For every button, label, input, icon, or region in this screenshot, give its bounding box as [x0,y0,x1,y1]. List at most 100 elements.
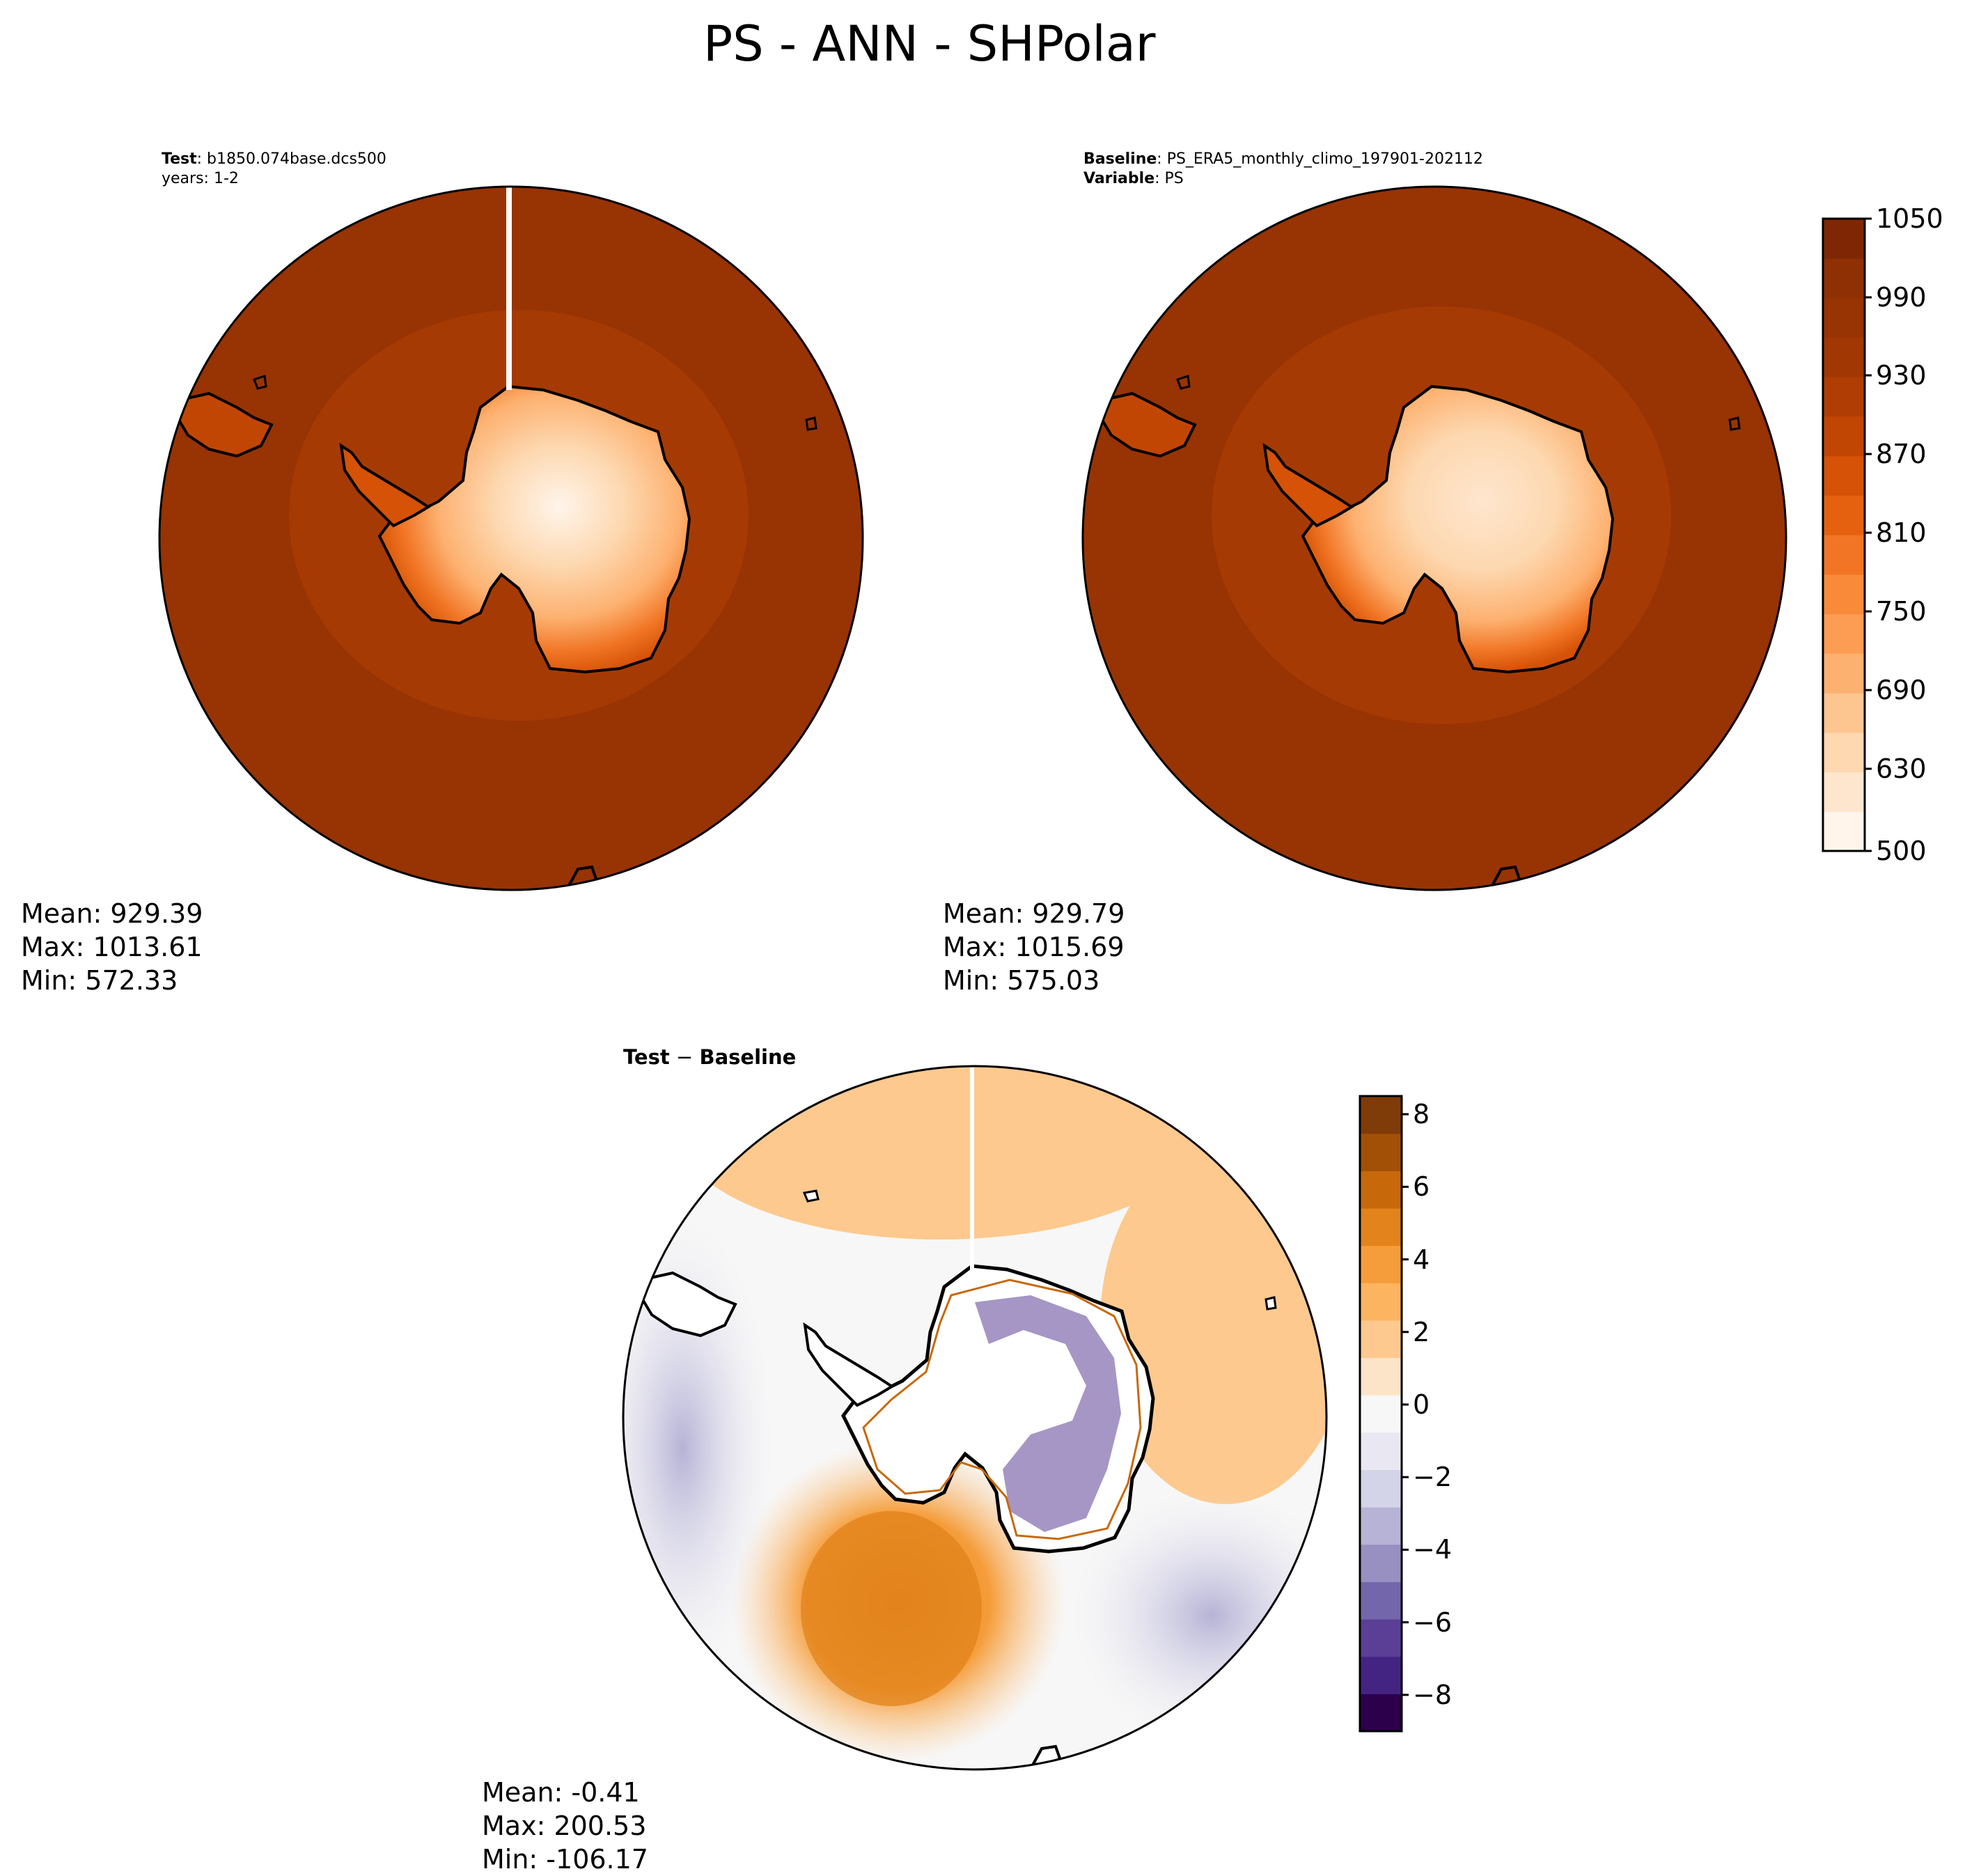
variable-label-key: Variable [1083,170,1155,187]
map-boundary [622,1065,1328,1771]
island-east [805,416,817,431]
map-boundary [1081,185,1787,891]
interior-contour [862,1279,1142,1540]
colorbar-tick-label: 630 [1876,753,1927,784]
colorbar-tick-label: −8 [1413,1679,1453,1710]
baseline-max: Max: 1015.69 [943,932,1125,962]
colorbar-segment [1360,1619,1402,1657]
colorbar-segment [1360,1357,1402,1396]
colorbar-tick-label: 6 [1413,1171,1430,1203]
island-east [1728,416,1741,431]
colorbar-segment [1823,455,1865,496]
baseline-min: Min: 575.03 [943,965,1100,996]
baseline-stats: Mean: 929.79 Max: 1015.69 Min: 575.03 [943,863,1125,997]
seam-line [506,187,512,390]
colorbar-tick-label: 500 [1876,836,1927,866]
colorbar-segment [1360,1096,1402,1134]
colorbar-segment [1360,1171,1402,1209]
negative-anomaly-interior [975,1295,1121,1532]
colorbar-segment [1360,1207,1402,1246]
difference-title-test: Test [623,1045,670,1069]
falkland-island [1176,375,1191,390]
difference-title-sep: − [669,1045,700,1069]
difference-stats: Mean: -0.41 Max: 200.53 Min: -106.17 [482,1742,648,1876]
difference-map [622,1065,1328,1771]
label-separator: : [196,150,208,168]
test-max: Max: 1013.61 [21,932,203,962]
colorbar-segment [1823,535,1865,575]
colorbar-segment [1823,377,1865,417]
figure-title: PS - ANN - SHPolar [703,15,1156,72]
colorbar-segment [1823,337,1865,377]
colorbar-tick-label: 750 [1876,596,1927,627]
seam-line [970,1066,974,1281]
difference-title: Test − Baseline [623,1027,796,1068]
colorbar-segment [1360,1694,1402,1732]
antarctic-peninsula-diff [803,1322,895,1407]
colorbar-tick-label: 0 [1413,1389,1430,1420]
colorbar-tick-label: −2 [1413,1462,1453,1493]
test-min: Min: 572.33 [21,965,178,996]
antarctic-peninsula [1262,442,1354,528]
island-east-diff [1265,1296,1277,1311]
antarctic-peninsula [339,442,431,528]
colorbar-tick-label: 930 [1876,360,1927,391]
colorbar-tick-label: 690 [1876,675,1927,705]
falkland-island [253,375,267,390]
test-map [158,185,864,891]
variable-name: PS [1164,170,1184,187]
colorbar-segment [1360,1432,1402,1471]
colorbar-tick-label: −6 [1413,1607,1453,1638]
colorbar-segment [1823,732,1865,773]
diff-colorbar [1359,1095,1409,1733]
island-north-diff [802,1189,820,1203]
test-label: Test: b1850.074base.dcs500 years: 1-2 [162,130,386,189]
colorbar-segment [1360,1544,1402,1583]
colorbar-tick-label: −4 [1413,1534,1453,1565]
colorbar-segment [1823,297,1865,338]
colorbar-segment [1360,1283,1402,1321]
colorbar-segment [1360,1320,1402,1359]
colorbar-tick-label: 870 [1876,439,1927,469]
colorbar-tick-label: 990 [1876,282,1927,313]
baseline-label-key: Baseline [1083,150,1157,168]
colorbar-segment [1823,693,1865,733]
colorbar-segment [1360,1395,1402,1433]
baseline-mean: Mean: 929.79 [943,898,1125,929]
colorbar-frame [1359,1095,1403,1733]
map-boundary [158,185,864,891]
test-label-key: Test [162,150,197,168]
difference-title-baseline: Baseline [699,1045,797,1069]
label-separator: : [1154,170,1165,187]
difference-mean: Mean: -0.41 [482,1777,640,1808]
colorbar-segment [1360,1581,1402,1620]
colorbar-frame [1822,217,1866,852]
colorbar-segment [1823,772,1865,812]
colorbar-segment [1360,1507,1402,1545]
colorbar-segment [1360,1469,1402,1508]
colorbar-tick-label: 810 [1876,517,1927,548]
colorbar-segment [1823,219,1865,259]
baseline-label: Baseline: PS_ERA5_monthly_climo_197901-2… [1083,130,1483,189]
colorbar-tick-label: 8 [1413,1099,1430,1130]
south-america-tip-diff [640,1271,737,1338]
ps-colorbar [1822,217,1872,852]
colorbar-segment [1823,495,1865,536]
colorbar-tick-label: 1050 [1876,203,1943,234]
colorbar-segment [1823,258,1865,299]
colorbar-segment [1823,653,1865,694]
test-mean: Mean: 929.39 [21,898,203,929]
colorbar-segment [1823,416,1865,457]
label-separator: : [1157,150,1167,168]
test-stats: Mean: 929.39 Max: 1013.61 Min: 572.33 [21,863,203,997]
test-case-name: b1850.074base.dcs500 [207,150,386,168]
colorbar-segment [1823,613,1865,654]
positive-anomaly-southwest-core [801,1511,982,1706]
colorbar-tick-label: 2 [1413,1316,1430,1347]
test-years: years: 1-2 [162,170,239,187]
difference-min: Min: -106.17 [482,1844,648,1875]
colorbar-segment [1823,574,1865,615]
colorbar-segment [1360,1245,1402,1283]
colorbar-segment [1360,1133,1402,1171]
